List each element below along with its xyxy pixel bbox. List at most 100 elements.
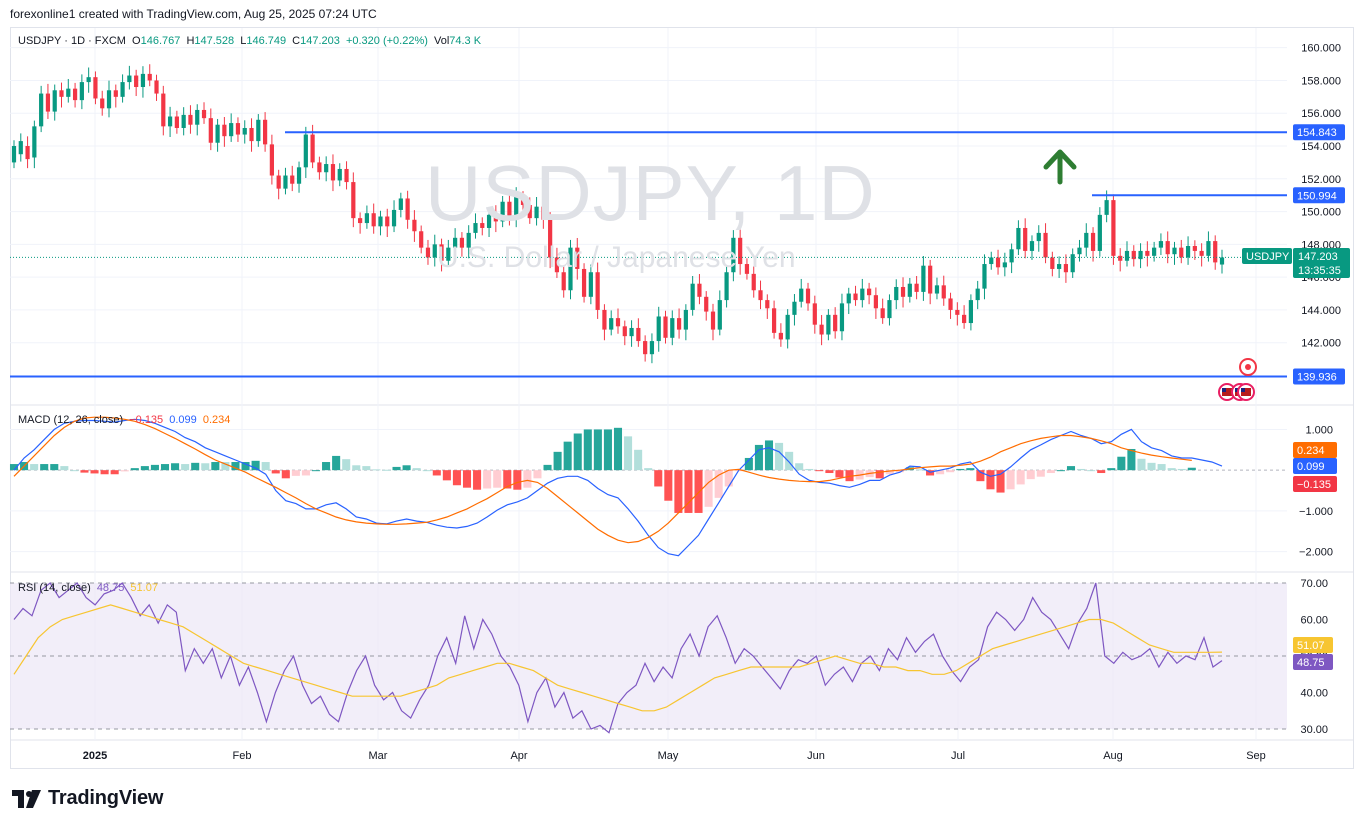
- macd-histogram-bar: [956, 468, 965, 471]
- legend-vol: 74.3 K: [449, 35, 482, 47]
- candle-body: [887, 300, 892, 319]
- candle: [269, 134, 274, 185]
- candle: [982, 254, 987, 300]
- macd-histogram-bar: [1107, 468, 1116, 471]
- legend-close: 147.203: [300, 35, 340, 47]
- candle-body: [486, 214, 492, 228]
- candle-body: [1097, 214, 1102, 251]
- macd-histogram-bar: [473, 470, 482, 490]
- time-axis-label: Jul: [951, 750, 965, 762]
- candle-body: [548, 219, 553, 258]
- candle-body: [269, 144, 274, 176]
- candle-body: [453, 237, 458, 248]
- candle-body: [391, 209, 397, 227]
- candle: [1145, 241, 1150, 267]
- candle: [385, 208, 390, 237]
- chart-frame[interactable]: [10, 27, 1354, 769]
- macd-histogram-bar: [996, 470, 1005, 493]
- macd-histogram-bar: [1157, 464, 1166, 471]
- candle: [147, 64, 152, 87]
- up-arrow-icon: [1043, 149, 1077, 185]
- macd-histogram-bar: [1147, 462, 1156, 471]
- macd-histogram-bar: [1066, 466, 1076, 471]
- candle: [941, 275, 946, 306]
- candle-body: [1029, 241, 1035, 251]
- candle: [344, 161, 349, 190]
- candle-body: [79, 82, 84, 101]
- signal-line: [13, 416, 1192, 544]
- candle-body: [106, 90, 112, 109]
- macd-histogram-bar: [835, 470, 844, 478]
- candle-body: [839, 303, 845, 332]
- candle-body: [880, 308, 885, 319]
- macd-histogram-bar: [895, 470, 904, 473]
- candle: [493, 205, 498, 233]
- candle: [541, 200, 546, 229]
- candle-body: [188, 114, 193, 125]
- candle: [765, 294, 770, 319]
- macd-histogram-bar: [613, 427, 623, 471]
- candle-body: [432, 244, 437, 258]
- macd-legend-name: MACD (12, 26, close): [18, 414, 124, 426]
- candle-body: [1023, 227, 1028, 251]
- macd-histogram-bar: [402, 465, 411, 471]
- candle: [799, 278, 804, 308]
- candle-body: [439, 244, 444, 261]
- candle: [805, 282, 811, 311]
- candle-body: [724, 272, 729, 301]
- candle: [928, 259, 933, 305]
- candle: [473, 213, 478, 239]
- candle-body: [690, 283, 695, 310]
- macd-legend[interactable]: MACD (12, 26, close) −0.135 0.099 0.234: [18, 414, 233, 426]
- candle-body: [140, 73, 146, 88]
- rsi-ma-tag-bg: [1293, 637, 1333, 653]
- candle-body: [419, 231, 424, 248]
- candle: [480, 217, 485, 236]
- macd-signal-tag-text: 0.234: [1297, 445, 1325, 457]
- price-axis-label: 158.000: [1301, 75, 1341, 87]
- candle-body: [792, 301, 797, 315]
- candle-body: [364, 213, 370, 224]
- us-flag-stripes: [1241, 388, 1251, 396]
- candle: [690, 276, 695, 316]
- candle: [93, 71, 98, 105]
- macd-axis-label: −2.000: [1299, 547, 1333, 559]
- candle: [439, 238, 444, 272]
- macd-histogram-bar: [261, 462, 270, 471]
- symbol-legend[interactable]: USDJPY · 1D · FXCM O146.767 H147.528 L14…: [18, 35, 484, 47]
- rsi-legend[interactable]: RSI (14, close) 48.75 51.07: [18, 582, 161, 594]
- macd-histogram-bar: [130, 468, 139, 471]
- candle-body: [1199, 250, 1204, 256]
- macd-histogram-bar: [110, 470, 119, 475]
- candle: [609, 310, 614, 336]
- tradingview-logo[interactable]: TradingView: [12, 787, 163, 810]
- candle-body: [541, 206, 546, 220]
- candle: [45, 83, 51, 119]
- macd-histogram-bar: [845, 470, 854, 482]
- candle: [663, 310, 668, 344]
- candle: [432, 234, 437, 267]
- candle-body: [656, 316, 661, 342]
- macd-histogram-bar: [885, 470, 894, 475]
- candle: [839, 293, 845, 341]
- candle: [486, 207, 492, 237]
- candle-body: [670, 318, 675, 338]
- macd-histogram-bar: [1097, 470, 1106, 474]
- macd-line: [13, 418, 1223, 557]
- candle-body: [697, 283, 702, 297]
- candle: [989, 251, 994, 270]
- price-axis-label: 150.000: [1301, 207, 1341, 219]
- price-tag-151: 150.994: [1293, 187, 1345, 204]
- price-pane: [10, 64, 1287, 401]
- candle-body: [663, 316, 668, 338]
- candle: [229, 113, 234, 142]
- candle-body: [11, 146, 17, 163]
- candle: [880, 298, 885, 324]
- candle-body: [676, 318, 682, 330]
- macd-histogram-bar: [946, 470, 955, 473]
- candle: [649, 333, 655, 364]
- candle: [894, 279, 899, 310]
- candle-body: [59, 90, 64, 97]
- countdown-text: 13:35:35: [1298, 265, 1341, 277]
